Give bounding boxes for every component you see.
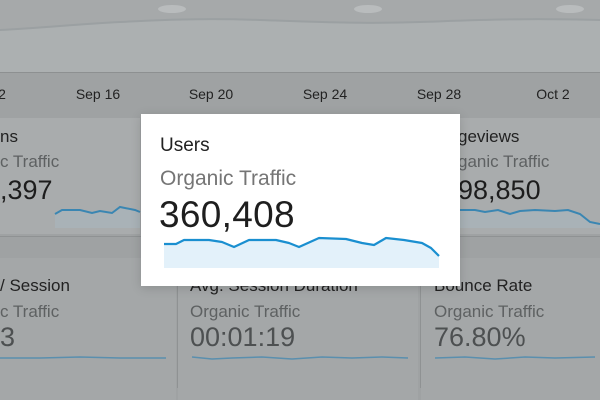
users-sparkline [164, 236, 440, 268]
users-metric-card[interactable]: Users Organic Traffic 360,408 [141, 114, 460, 286]
sessions-sparkline [54, 205, 141, 228]
axis-date-label: Sep 20 [188, 86, 234, 102]
avg-session-sparkline [191, 356, 409, 360]
metrics-row-2: / Session c Traffic 3 Avg. Session Durat… [0, 258, 600, 400]
card-value: 3 [0, 322, 16, 352]
card-subtitle: Organic Traffic [434, 302, 545, 321]
bounce-rate-sparkline [434, 356, 596, 360]
main-chart-line [0, 5, 600, 72]
card-subtitle: c Traffic [0, 302, 60, 321]
card-title: Users [160, 135, 210, 156]
card-value: ,397 [0, 175, 53, 205]
card-value: 76.80% [434, 322, 526, 352]
card-title: geviews [458, 127, 520, 146]
axis-date-label: Sep 16 [75, 86, 121, 102]
pages-session-sparkline [0, 356, 166, 359]
card-value: 00:01:19 [190, 322, 296, 352]
sessions-card[interactable]: ns c Traffic ,397 [0, 118, 141, 234]
axis-date-label: Oct 2 [536, 86, 570, 102]
card-subtitle: Organic Traffic [190, 302, 301, 321]
card-value: 360,408 [159, 194, 295, 235]
date-axis: 2 Sep 16 Sep 20 Sep 24 Sep 28 Oct 2 [0, 72, 600, 116]
column-divider [177, 278, 178, 388]
column-divider [420, 278, 421, 388]
card-title: / Session [0, 276, 70, 295]
axis-date-label: Sep 24 [302, 86, 348, 102]
card-title: ns [0, 127, 18, 146]
metrics-row-1: ns c Traffic ,397 geviews ganic Traffic … [0, 118, 600, 234]
axis-date-label: Sep 28 [416, 86, 462, 102]
pageviews-card[interactable]: geviews ganic Traffic 98,850 [458, 118, 600, 234]
card-subtitle: ganic Traffic [458, 152, 550, 171]
main-chart-area [0, 0, 600, 73]
card-subtitle: Organic Traffic [160, 167, 297, 190]
card-value: 98,850 [458, 175, 541, 205]
axis-date-label: 2 [0, 86, 6, 102]
card-subtitle: c Traffic [0, 152, 60, 171]
pageviews-sparkline [460, 208, 600, 228]
